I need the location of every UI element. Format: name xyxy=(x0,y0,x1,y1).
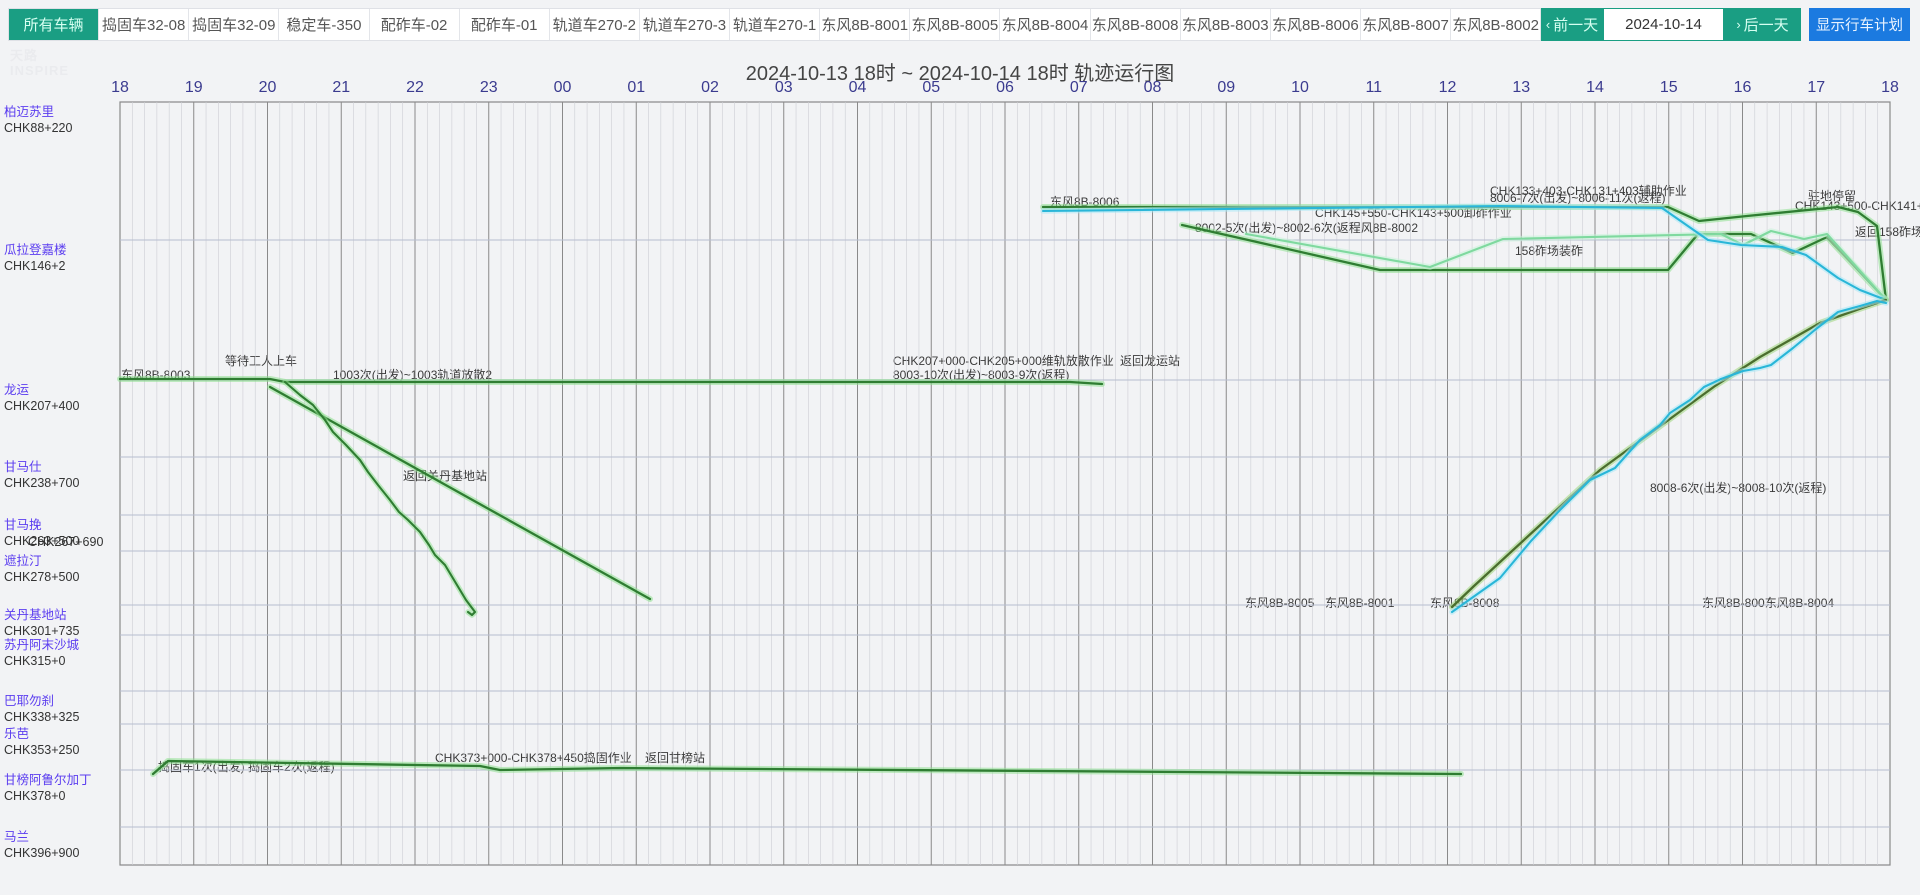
svg-text:16: 16 xyxy=(1734,79,1752,96)
svg-text:08: 08 xyxy=(1144,79,1162,96)
svg-text:21: 21 xyxy=(332,79,350,96)
svg-text:06: 06 xyxy=(996,79,1014,96)
svg-text:05: 05 xyxy=(922,79,940,96)
svg-text:01: 01 xyxy=(627,79,645,96)
svg-text:23: 23 xyxy=(480,79,498,96)
svg-text:22: 22 xyxy=(406,79,424,96)
svg-text:07: 07 xyxy=(1070,79,1088,96)
svg-text:03: 03 xyxy=(775,79,793,96)
svg-text:18: 18 xyxy=(111,79,129,96)
svg-text:02: 02 xyxy=(701,79,719,96)
svg-text:15: 15 xyxy=(1660,79,1678,96)
svg-text:13: 13 xyxy=(1512,79,1530,96)
svg-text:17: 17 xyxy=(1807,79,1825,96)
svg-text:20: 20 xyxy=(259,79,277,96)
svg-text:14: 14 xyxy=(1586,79,1604,96)
svg-text:09: 09 xyxy=(1217,79,1235,96)
svg-text:00: 00 xyxy=(554,79,572,96)
svg-text:18: 18 xyxy=(1881,79,1899,96)
svg-text:10: 10 xyxy=(1291,79,1309,96)
svg-text:04: 04 xyxy=(849,79,867,96)
svg-text:11: 11 xyxy=(1365,79,1382,96)
svg-text:12: 12 xyxy=(1439,79,1457,96)
svg-text:19: 19 xyxy=(185,79,203,96)
